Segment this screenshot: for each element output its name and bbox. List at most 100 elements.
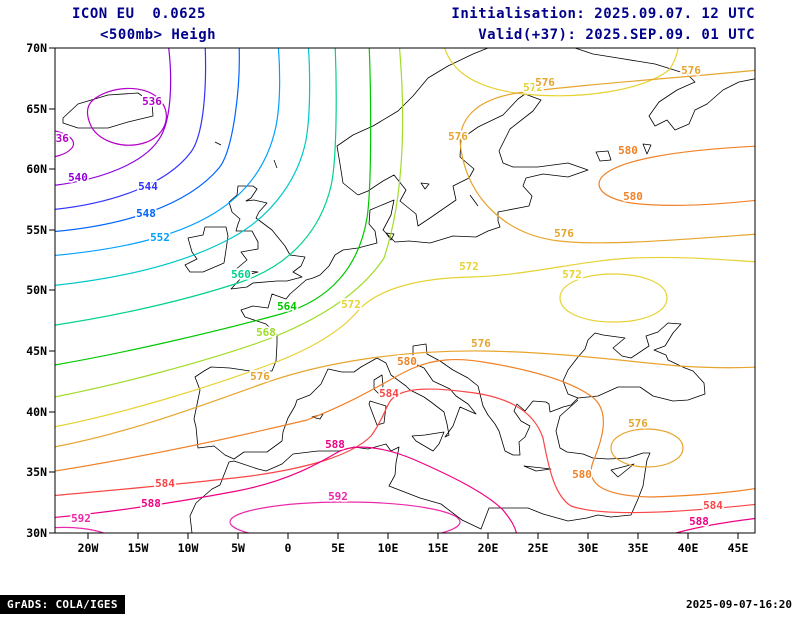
y-axis-label: 70N xyxy=(26,41,47,55)
grads-stamp: GrADS: COLA/IGES xyxy=(0,595,125,614)
contour-label-592: 592 xyxy=(328,490,348,503)
contour-label-588: 588 xyxy=(325,438,345,451)
contour-label-540: 540 xyxy=(68,171,88,184)
coastline-path xyxy=(562,322,706,402)
x-axis-label: 15W xyxy=(128,541,149,555)
coastline-path xyxy=(610,463,635,478)
coastline-path xyxy=(420,182,430,190)
x-axis-label: 45E xyxy=(728,541,749,555)
contour-label-544: 544 xyxy=(138,180,158,193)
contour-line-576 xyxy=(610,428,684,468)
contour-line-560 xyxy=(55,48,337,326)
x-axis-label: 0 xyxy=(285,541,292,555)
contour-line-588 xyxy=(673,517,755,533)
valid-time-label: Valid(+37): 2025.SEP.09. 01 UTC xyxy=(478,27,755,43)
init-time-label: Initialisation: 2025.09.07. 12 UTC xyxy=(451,6,755,22)
y-axis-label: 50N xyxy=(26,283,47,297)
contour-label-588: 588 xyxy=(141,497,161,510)
contour-line-584 xyxy=(55,388,755,514)
contour-line-572 xyxy=(444,48,679,97)
contour-line-576 xyxy=(459,69,755,244)
contour-label-536: 536 xyxy=(49,132,69,145)
coastline-path xyxy=(368,400,387,426)
contour-label-572: 572 xyxy=(459,260,479,273)
contour-label-576: 576 xyxy=(554,227,574,240)
contour-label-580: 580 xyxy=(618,144,638,157)
contour-label-584: 584 xyxy=(703,499,723,512)
contour-line-540 xyxy=(55,48,172,186)
contour-label-552: 552 xyxy=(150,231,170,244)
model-title: ICON EU 0.0625 xyxy=(72,6,206,22)
coastline-path xyxy=(62,92,154,129)
x-axis-label: 10W xyxy=(178,541,199,555)
coastline-path xyxy=(385,232,395,241)
contour-line-580 xyxy=(598,145,755,206)
x-axis-label: 35E xyxy=(628,541,649,555)
contour-line-592 xyxy=(55,526,106,533)
contour-label-588: 588 xyxy=(689,515,709,528)
coastline-path xyxy=(228,185,306,290)
coastline-path xyxy=(411,431,445,452)
contour-line-572 xyxy=(559,273,668,323)
x-axis-label: 25E xyxy=(528,541,549,555)
coastline-path xyxy=(184,226,229,273)
x-axis-label: 15E xyxy=(428,541,449,555)
contour-label-584: 584 xyxy=(379,387,399,400)
coastline-path xyxy=(273,159,278,169)
y-axis-label: 60N xyxy=(26,162,47,176)
contour-label-548: 548 xyxy=(136,207,156,220)
map-layers: 5365365405445485525605645685725725725725… xyxy=(49,48,755,533)
contour-label-572: 572 xyxy=(562,268,582,281)
x-axis-label: 10E xyxy=(378,541,399,555)
contour-line-552 xyxy=(55,48,281,257)
y-axis-label: 30N xyxy=(26,526,47,540)
contour-line-580 xyxy=(55,358,755,498)
coastline-path xyxy=(573,48,755,131)
contour-line-588 xyxy=(55,446,518,533)
contour-line-536 xyxy=(86,87,167,146)
coastline-path xyxy=(642,143,652,155)
x-axis-label: 20E xyxy=(478,541,499,555)
contour-line-556 xyxy=(55,48,311,286)
coastline-path xyxy=(469,194,479,207)
contour-line-568 xyxy=(55,48,404,398)
contour-label-580: 580 xyxy=(397,355,417,368)
contour-label-580: 580 xyxy=(623,190,643,203)
contour-label-576: 576 xyxy=(681,64,701,77)
x-axis-label: 40E xyxy=(678,541,699,555)
contour-label-572: 572 xyxy=(523,81,543,94)
y-axis-label: 65N xyxy=(26,102,47,116)
coastline-path xyxy=(214,141,222,146)
coastline-path xyxy=(595,150,612,162)
x-axis-label: 20W xyxy=(78,541,99,555)
field-title: <500mb> Heigh xyxy=(100,27,217,43)
y-axis-label: 55N xyxy=(26,223,47,237)
contour-label-560: 560 xyxy=(231,268,251,281)
y-axis-label: 35N xyxy=(26,465,47,479)
creation-timestamp: 2025-09-07-16:20 xyxy=(686,598,792,611)
y-axis-label: 45N xyxy=(26,344,47,358)
coastline-path xyxy=(193,93,589,460)
contour-label-580: 580 xyxy=(572,468,592,481)
y-axis-label: 40N xyxy=(26,405,47,419)
coastline-path xyxy=(189,399,651,533)
contour-line-572 xyxy=(55,256,755,428)
contour-label-576: 576 xyxy=(250,370,270,383)
contour-label-572: 572 xyxy=(341,298,361,311)
contour-line-544 xyxy=(55,48,207,210)
coastline-path xyxy=(523,465,552,472)
contour-line-548 xyxy=(55,48,240,233)
x-axis-label: 30E xyxy=(578,541,599,555)
contour-label-576: 576 xyxy=(471,337,491,350)
contour-label-564: 564 xyxy=(277,300,297,313)
contour-line-576 xyxy=(55,350,755,448)
map-frame xyxy=(54,47,756,534)
contour-label-536: 536 xyxy=(142,95,162,108)
contour-line-564 xyxy=(55,48,372,366)
contour-label-584: 584 xyxy=(155,477,175,490)
contour-label-568: 568 xyxy=(256,326,276,339)
coastline-path xyxy=(336,48,490,196)
contour-label-576: 576 xyxy=(535,76,555,89)
